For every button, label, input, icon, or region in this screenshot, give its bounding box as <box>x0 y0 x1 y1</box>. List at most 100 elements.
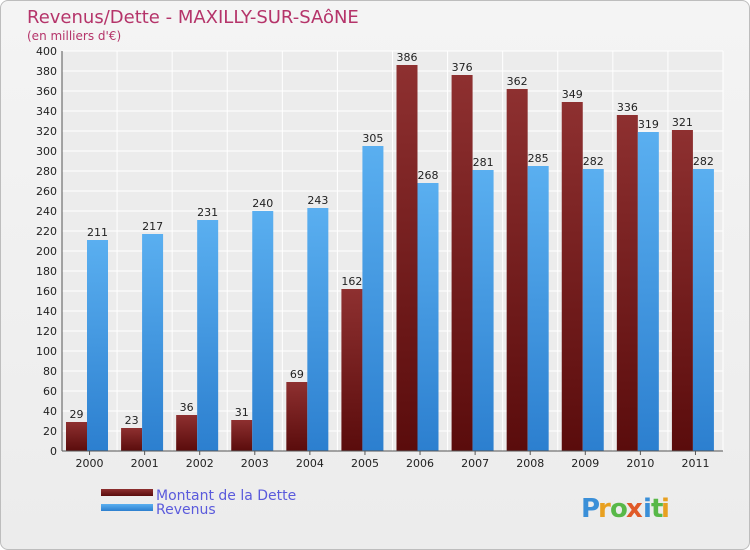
data-label-dette: 69 <box>290 368 304 381</box>
data-label-revenus: 211 <box>87 226 108 239</box>
y-tick-label: 320 <box>36 125 57 138</box>
data-label-dette: 349 <box>562 88 583 101</box>
legend-label-dette: Montant de la Dette <box>156 488 296 504</box>
data-label-revenus: 285 <box>528 152 549 165</box>
bar-revenus <box>142 234 164 451</box>
bar-dette <box>121 428 143 451</box>
bars <box>66 65 714 451</box>
bar-revenus <box>252 211 274 451</box>
bar-revenus <box>417 183 439 451</box>
legend: Montant de la Dette Revenus <box>101 488 296 518</box>
data-label-revenus: 268 <box>418 169 439 182</box>
data-label-revenus: 243 <box>307 194 328 207</box>
bar-dette <box>506 89 528 451</box>
y-tick-label: 220 <box>36 225 57 238</box>
bar-revenus <box>87 240 108 451</box>
y-tick-label: 280 <box>36 165 57 178</box>
bar-dette <box>396 65 418 451</box>
logo-letter: i <box>661 494 670 524</box>
data-label-dette: 386 <box>397 51 418 64</box>
legend-swatch-dette <box>101 489 153 496</box>
x-tick-label: 2009 <box>571 457 599 470</box>
grid <box>61 50 724 452</box>
bar-revenus <box>692 169 714 451</box>
data-labels: 29 211 23 217 36 231 31 240 69 243 162 305 386 268 376… <box>70 51 714 427</box>
bar-dette <box>341 289 363 451</box>
data-label-dette: 23 <box>125 414 139 427</box>
x-tick-label: 2011 <box>681 457 709 470</box>
bar-dette <box>286 382 308 451</box>
bar-dette <box>451 75 473 451</box>
y-tick-label: 160 <box>36 285 57 298</box>
y-tick-label: 400 <box>36 45 57 58</box>
legend-swatch-revenus <box>101 504 153 511</box>
bar-dette <box>231 420 253 451</box>
x-tick-label: 2004 <box>296 457 324 470</box>
data-label-revenus: 217 <box>142 220 163 233</box>
bar-revenus <box>362 146 384 451</box>
bar-revenus <box>637 132 659 451</box>
bar-dette <box>616 115 638 451</box>
x-tick-label: 2005 <box>351 457 379 470</box>
legend-label-revenus: Revenus <box>156 502 216 518</box>
x-tick-label: 2007 <box>461 457 489 470</box>
logo-letter: o <box>610 494 628 524</box>
bar-dette <box>671 130 693 451</box>
logo-letter: i <box>643 494 652 524</box>
data-label-dette: 29 <box>70 408 84 421</box>
chart-title: Revenus/Dette - MAXILLY-SUR-SAôNE <box>27 7 359 28</box>
y-tick-label: 180 <box>36 265 57 278</box>
y-tick-label: 260 <box>36 185 57 198</box>
data-label-revenus: 231 <box>197 206 218 219</box>
axes: 0 20 40 60 80 100 120 140 160 180 200 220 240 260 280 3… <box>36 45 723 470</box>
x-tick-label: 2008 <box>516 457 544 470</box>
logo-letter: t <box>651 494 663 524</box>
logo-letter: P <box>581 494 600 524</box>
y-tick-label: 300 <box>36 145 57 158</box>
data-label-dette: 321 <box>672 116 693 129</box>
x-tick-label: 2010 <box>626 457 654 470</box>
bar-dette <box>176 415 198 451</box>
data-label-revenus: 282 <box>693 155 714 168</box>
y-tick-label: 340 <box>36 105 57 118</box>
y-tick-label: 240 <box>36 205 57 218</box>
logo-letter: r <box>598 494 611 524</box>
data-label-dette: 362 <box>507 75 528 88</box>
y-tick-label: 380 <box>36 65 57 78</box>
data-label-dette: 31 <box>235 406 249 419</box>
bar-dette <box>561 102 583 451</box>
bar-revenus <box>472 170 494 451</box>
bar-dette <box>66 422 87 451</box>
bar-revenus <box>582 169 604 451</box>
data-label-dette: 36 <box>180 401 194 414</box>
y-tick-label: 60 <box>43 385 57 398</box>
chart-subtitle: (en milliers d'€) <box>27 29 121 43</box>
data-label-dette: 162 <box>341 275 362 288</box>
x-tick-label: 2001 <box>131 457 159 470</box>
y-tick-label: 360 <box>36 85 57 98</box>
y-tick-label: 200 <box>36 245 57 258</box>
y-tick-label: 40 <box>43 405 57 418</box>
bar-revenus <box>197 220 219 451</box>
y-tick-label: 140 <box>36 305 57 318</box>
y-tick-label: 80 <box>43 365 57 378</box>
data-label-dette: 376 <box>452 61 473 74</box>
y-tick-label: 120 <box>36 325 57 338</box>
logo-letter: x <box>626 494 643 524</box>
x-tick-label: 2000 <box>76 457 104 470</box>
bar-revenus <box>527 166 549 451</box>
data-label-revenus: 305 <box>362 132 383 145</box>
x-tick-label: 2003 <box>241 457 269 470</box>
y-tick-label: 20 <box>43 425 57 438</box>
proxiti-logo: Pr ox i ti <box>581 494 670 524</box>
y-tick-label: 100 <box>36 345 57 358</box>
y-tick-label: 0 <box>50 445 57 458</box>
x-tick-label: 2006 <box>406 457 434 470</box>
data-label-revenus: 240 <box>252 197 273 210</box>
data-label-revenus: 319 <box>638 118 659 131</box>
bar-revenus <box>307 208 329 451</box>
data-label-dette: 336 <box>617 101 638 114</box>
x-tick-label: 2002 <box>186 457 214 470</box>
